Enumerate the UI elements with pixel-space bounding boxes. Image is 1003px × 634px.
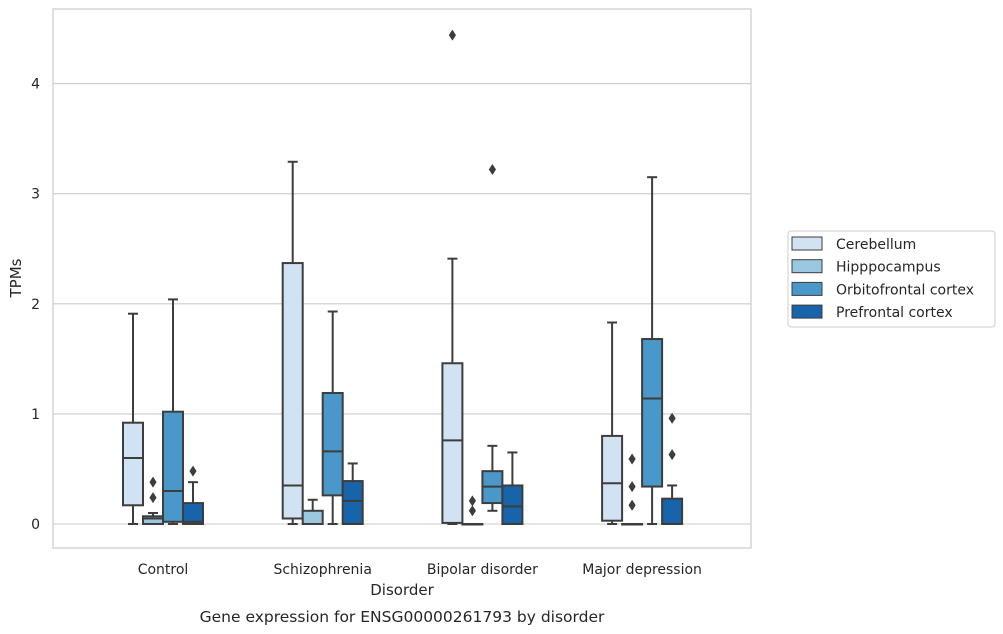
legend-label: Hipppocampus: [836, 260, 941, 276]
legend-swatch: [791, 281, 823, 296]
box-2-4: [621, 453, 644, 526]
box-1-1: [122, 312, 144, 525]
box-body: [441, 362, 464, 524]
legend-swatch: [791, 304, 823, 319]
y-tick-label: 1: [31, 407, 40, 423]
x-tick-label: Control: [138, 562, 189, 578]
box-body: [301, 509, 324, 525]
outlier-point: [189, 465, 197, 477]
legend-label: Orbitofrontal cortex: [836, 282, 974, 298]
box-body: [601, 434, 624, 522]
y-tick-label: 3: [31, 187, 40, 203]
box-body: [661, 497, 684, 526]
box-3-1: [162, 298, 184, 525]
box-1-2: [281, 160, 304, 525]
outlier-point: [488, 163, 496, 175]
y-axis-title: TPMs: [7, 258, 25, 298]
legend-swatch: [791, 259, 823, 274]
box-body: [162, 410, 184, 523]
x-axis-title: Disorder: [370, 581, 434, 599]
x-tick-label: Bipolar disorder: [427, 562, 538, 578]
outlier-point: [468, 505, 476, 517]
y-tick-label: 4: [31, 77, 40, 93]
plot-area-frame: [52, 8, 752, 549]
y-tick-label: 2: [31, 297, 40, 313]
x-tick-label: Major depression: [582, 562, 702, 578]
box-4-3: [501, 451, 524, 525]
y-axis-ticks: 0 1 2 3 4: [31, 77, 40, 533]
x-axis-ticks: Control Schizophrenia Bipolar disorder Majo…: [138, 562, 702, 578]
box-body: [142, 515, 164, 526]
figure-caption: Gene expression for ENSG00000261793 by d…: [200, 608, 605, 626]
legend: Cerebellum Hipppocampus Orbitofrontal cort…: [787, 230, 996, 328]
box-2-3: [461, 495, 484, 526]
legend-frame: [787, 230, 996, 328]
box-4-1: [182, 465, 204, 525]
outlier-point: [149, 476, 157, 488]
box-3-2: [321, 310, 344, 525]
box-2-2: [301, 498, 324, 525]
box-4-4: [661, 412, 684, 526]
outlier-point: [468, 495, 476, 507]
box-series-layer: [122, 29, 684, 526]
y-tick-label: 0: [31, 517, 40, 533]
outlier-point: [668, 449, 676, 461]
box-3-3: [481, 163, 504, 512]
box-2-1: [142, 476, 164, 526]
outlier-point: [668, 412, 676, 424]
box-body: [321, 391, 344, 497]
box-1-3: [441, 29, 464, 525]
box-4-2: [341, 462, 364, 526]
outlier-point: [628, 453, 636, 465]
box-body: [122, 421, 144, 507]
box-1-4: [601, 321, 624, 525]
x-tick-label: Schizophrenia: [273, 562, 371, 578]
box-body: [281, 262, 304, 520]
legend-label: Cerebellum: [836, 237, 916, 253]
box-body: [501, 484, 524, 525]
outlier-point: [628, 499, 636, 511]
box-body: [341, 480, 364, 526]
outlier-point: [448, 29, 456, 41]
outlier-point: [149, 492, 157, 504]
outlier-point: [628, 481, 636, 493]
box-body: [641, 338, 664, 488]
box-body: [182, 502, 204, 525]
legend-swatch: [791, 236, 823, 251]
box-3-4: [641, 176, 664, 525]
legend-label: Prefrontal cortex: [836, 305, 953, 321]
